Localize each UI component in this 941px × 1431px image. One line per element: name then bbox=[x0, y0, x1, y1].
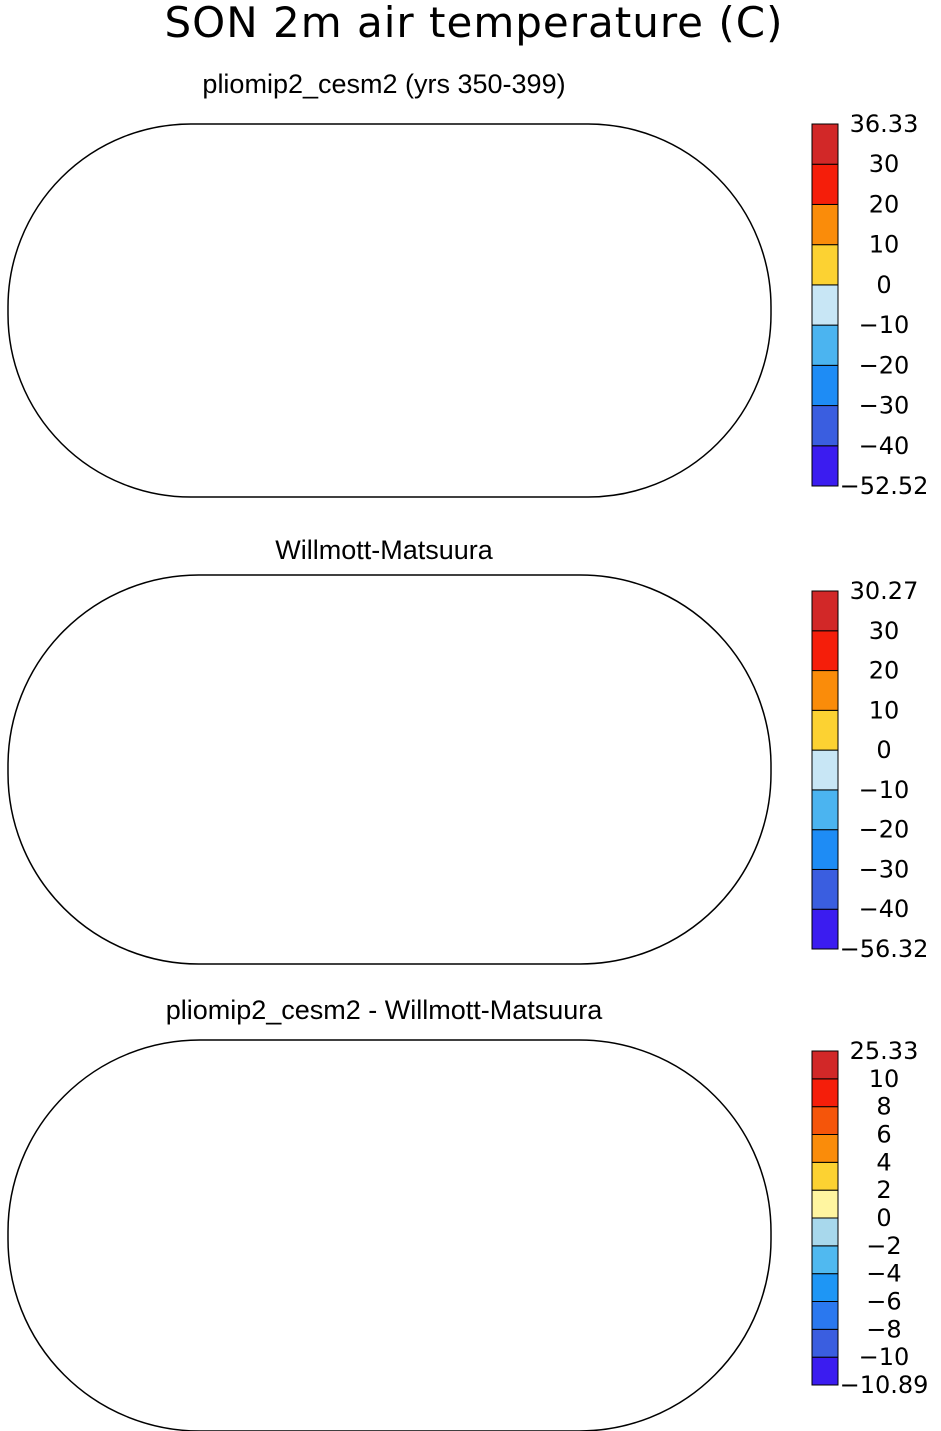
colorbar-segment bbox=[811, 749, 839, 791]
colorbar-segment bbox=[811, 445, 839, 487]
colorbar-tick-label: −4 bbox=[866, 1260, 901, 1288]
colorbar-tick-label: 10 bbox=[869, 231, 900, 259]
colorbar-segment bbox=[811, 1245, 839, 1275]
colorbar-segment bbox=[811, 670, 839, 711]
colorbar-tick-label: −40 bbox=[859, 432, 910, 460]
colorbar-segment bbox=[811, 789, 839, 831]
colorbar-segment bbox=[811, 1050, 839, 1080]
colorbar-tick-label: −10 bbox=[859, 776, 910, 804]
colorbar-tick-label: 0 bbox=[876, 736, 891, 764]
colorbar-tick-label: −8 bbox=[866, 1315, 901, 1343]
colorbar-segment bbox=[811, 284, 839, 326]
colorbar: −52.52 −40 −30 −20 −10 0 10 20 30 36.33 bbox=[811, 110, 929, 500]
colorbar-tick-label: 20 bbox=[869, 657, 900, 685]
panel-title: pliomip2_cesm2 - Willmott-Matsuura bbox=[166, 995, 604, 1025]
colorbar-tick-label: −10 bbox=[859, 311, 910, 339]
colorbar-segment bbox=[811, 364, 839, 407]
colorbar-segment bbox=[811, 163, 839, 205]
colorbar-tick-label: −40 bbox=[859, 895, 910, 923]
colorbar-tick-label: −2 bbox=[866, 1232, 901, 1260]
map-frame bbox=[7, 574, 772, 965]
colorbar-segment bbox=[811, 324, 839, 366]
colorbar-segment bbox=[811, 1106, 839, 1135]
colorbar-segment bbox=[811, 1356, 839, 1386]
colorbar-segment bbox=[811, 630, 839, 672]
colorbar-segment bbox=[811, 1273, 839, 1302]
colorbar-tick-label: −20 bbox=[859, 816, 910, 844]
colorbar-tick-label: 4 bbox=[876, 1148, 891, 1176]
colorbar-segment bbox=[811, 1161, 839, 1191]
colorbar: −56.32 −40 −30 −20 −10 0 10 20 30 30.27 bbox=[811, 577, 929, 963]
colorbar-tick-label: 0 bbox=[876, 1204, 891, 1232]
colorbar-tick-label: 6 bbox=[876, 1121, 891, 1149]
colorbar-tick-label: −10 bbox=[859, 1343, 910, 1371]
colorbar-segment bbox=[811, 1328, 839, 1358]
colorbar-tick-label: −56.32 bbox=[840, 935, 929, 963]
colorbar-segment bbox=[811, 405, 839, 447]
panel-observations: Willmott-Matsuura −56.32 −40 −30 −20 −10 0 10 20… bbox=[7, 535, 929, 965]
colorbar-tick-label: −10.89 bbox=[840, 1371, 929, 1399]
colorbar-tick-label: 30 bbox=[869, 150, 900, 178]
colorbar-tick-label: 10 bbox=[869, 696, 900, 724]
map-frame bbox=[7, 123, 772, 498]
colorbar-tick-label: 30 bbox=[869, 617, 900, 645]
colorbar-segment bbox=[811, 244, 839, 286]
colorbar-segment bbox=[811, 868, 839, 910]
colorbar-tick-label: 0 bbox=[876, 271, 891, 299]
map-frame bbox=[7, 1039, 772, 1431]
panel-title: pliomip2_cesm2 (yrs 350-399) bbox=[202, 69, 565, 99]
colorbar-tick-label: 2 bbox=[876, 1176, 891, 1204]
colorbar-tick-label: −6 bbox=[866, 1288, 901, 1316]
world-map bbox=[7, 574, 772, 965]
colorbar-segment bbox=[811, 829, 839, 870]
colorbar-tick-label: −30 bbox=[859, 855, 910, 883]
colorbar-segment bbox=[811, 1078, 839, 1108]
colorbar-segment bbox=[811, 709, 839, 751]
colorbar-tick-label: 30.27 bbox=[850, 577, 919, 605]
colorbar-segment bbox=[811, 1189, 839, 1219]
colorbar-segment bbox=[811, 1301, 839, 1330]
figure-title: SON 2m air temperature (C) bbox=[165, 0, 784, 47]
colorbar-tick-label: −52.52 bbox=[840, 472, 929, 500]
colorbar-segment bbox=[811, 908, 839, 950]
colorbar-tick-label: 10 bbox=[869, 1065, 900, 1093]
colorbar-tick-label: 20 bbox=[869, 190, 900, 218]
colorbar-segment bbox=[811, 1134, 839, 1163]
colorbar-segment bbox=[811, 123, 839, 165]
colorbar-tick-label: −30 bbox=[859, 392, 910, 420]
colorbar-segment bbox=[811, 1217, 839, 1247]
world-map bbox=[7, 123, 772, 498]
colorbar-tick-label: 25.33 bbox=[850, 1037, 919, 1065]
colorbar-segment bbox=[811, 203, 839, 246]
world-map bbox=[7, 1039, 772, 1431]
panel-title: Willmott-Matsuura bbox=[275, 535, 494, 565]
colorbar-tick-label: 36.33 bbox=[850, 110, 919, 138]
colorbar-tick-label: −20 bbox=[859, 351, 910, 379]
panel-difference: pliomip2_cesm2 - Willmott-Matsuura −10.89… bbox=[7, 995, 929, 1431]
colorbar-tick-label: 8 bbox=[876, 1093, 891, 1121]
colorbar-segment bbox=[811, 590, 839, 632]
panel-model: pliomip2_cesm2 (yrs 350-399) −52.52 −40 −30… bbox=[7, 69, 929, 500]
